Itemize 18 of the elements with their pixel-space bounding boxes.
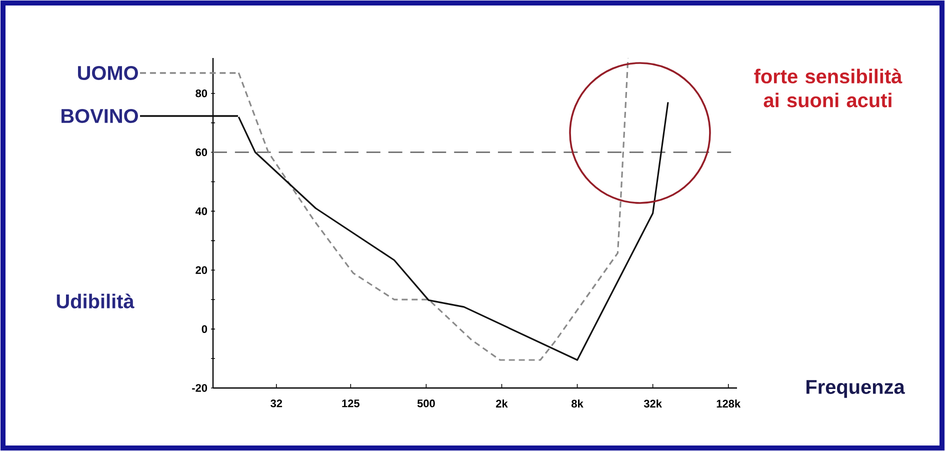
y-tick-label: -20	[192, 384, 208, 392]
y-tick-label: 80	[196, 89, 208, 98]
y-tick-label: 20	[196, 266, 208, 274]
y-tick-label: 0	[202, 325, 208, 333]
y-tick-label: 60	[196, 148, 208, 156]
x-tick-label: 500	[417, 400, 435, 408]
x-tick-label: 125	[342, 400, 360, 408]
legend-label: UOMO	[78, 66, 138, 80]
x-tick-label: 8k	[572, 400, 584, 408]
x-axis-title: Frequenza	[806, 380, 905, 398]
x-tick-label: 32	[270, 400, 282, 408]
legend-label: BOVINO	[62, 108, 138, 124]
y-axis-title: Udibilità	[56, 294, 134, 308]
text: forte sensibilità ai suoni acuti	[754, 68, 902, 108]
x-tick-label: 128k	[716, 400, 741, 408]
x-tick-label: 2k	[496, 400, 508, 408]
x-tick-label: 32k	[644, 400, 662, 408]
y-tick-label: 40	[195, 207, 208, 216]
